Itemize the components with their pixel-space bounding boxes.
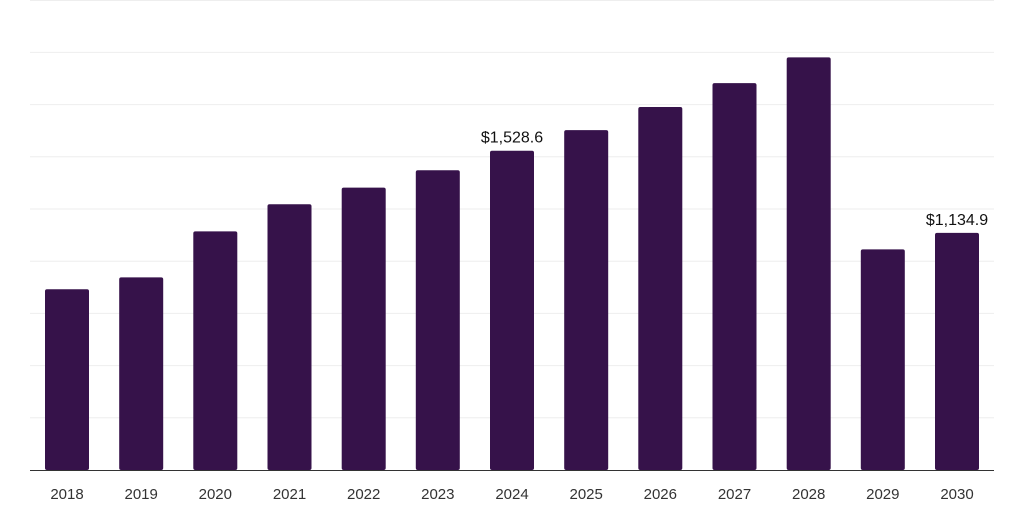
data-label-2024: $1,528.6	[481, 130, 543, 147]
bar-2018[interactable]	[45, 289, 89, 470]
x-tick-label: 2018	[50, 486, 83, 503]
x-tick-label: 2026	[644, 486, 677, 503]
x-tick-label: 2030	[940, 486, 973, 503]
bar-2019[interactable]	[119, 277, 164, 470]
x-tick-label: 2025	[570, 486, 603, 503]
bar-2027[interactable]	[712, 83, 757, 470]
x-tick-label: 2024	[495, 486, 528, 503]
bar-2023[interactable]	[415, 170, 460, 470]
x-tick-label: 2027	[718, 486, 751, 503]
x-axis-ticks: 2018 2019 2020 2021 2022 2023 2024 2025 2026 2027…	[50, 486, 973, 503]
x-tick-label: 2023	[421, 486, 454, 503]
bar-2029[interactable]	[860, 249, 905, 470]
x-tick-label: 2028	[792, 486, 825, 503]
bar-2026[interactable]	[638, 107, 683, 470]
data-label-2030: $1,134.9	[926, 212, 988, 229]
data-labels: $1,528.6 $1,134.9	[481, 130, 988, 229]
x-tick-label: 2021	[273, 486, 306, 503]
x-tick-label: 2020	[199, 486, 232, 503]
bars	[45, 57, 979, 471]
bar-2020[interactable]	[193, 231, 238, 470]
bar-2022[interactable]	[341, 187, 386, 470]
bar-2028[interactable]	[786, 57, 831, 471]
x-tick-label: 2029	[866, 486, 899, 503]
bar-2021[interactable]	[267, 204, 312, 471]
bar-2024[interactable]	[490, 150, 534, 470]
bar-2025[interactable]	[564, 130, 609, 470]
bar-2030[interactable]	[935, 232, 979, 470]
x-tick-label: 2022	[347, 486, 380, 503]
x-tick-label: 2019	[125, 486, 158, 503]
